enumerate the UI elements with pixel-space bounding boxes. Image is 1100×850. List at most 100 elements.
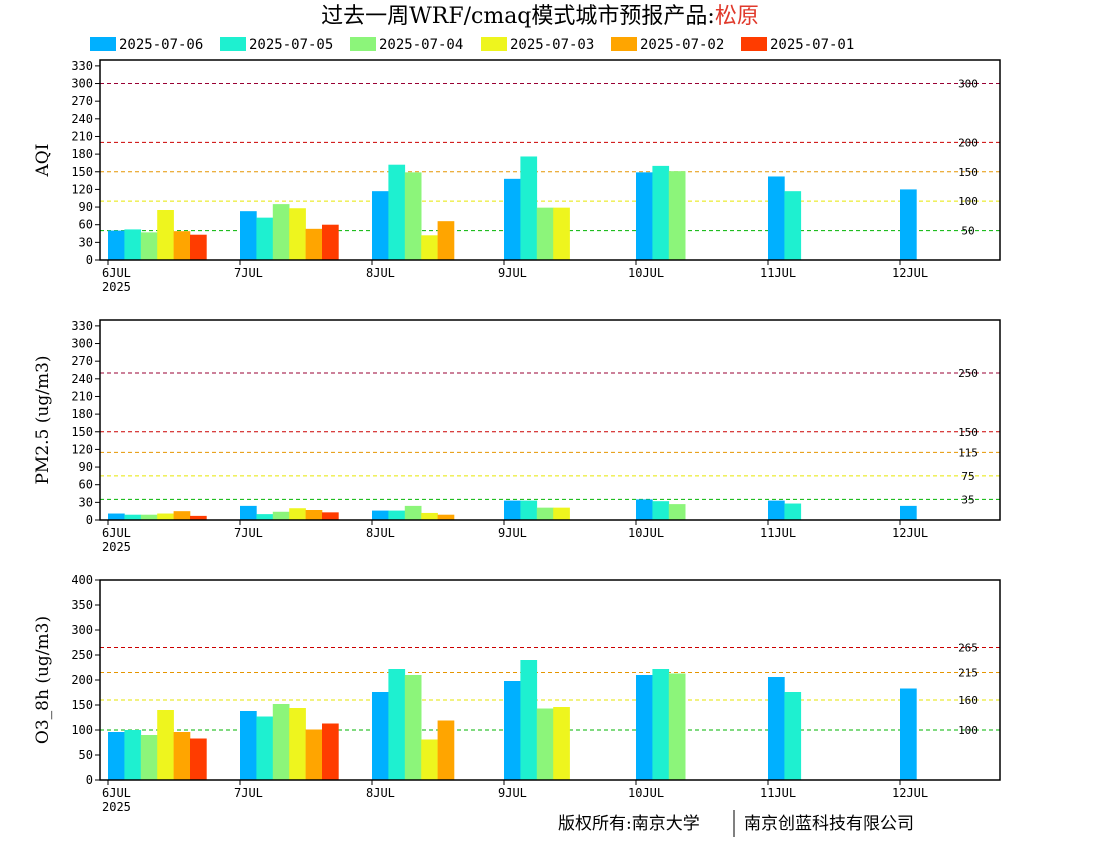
bar-2025-07-03-6JUL xyxy=(157,210,174,260)
bar-2025-07-05-9JUL xyxy=(520,660,538,780)
panel-1: 50 100 150 200 300 0 30 60 90 120 150 180 210 240 270 3… xyxy=(33,59,1001,294)
bar-2025-07-06-7JUL xyxy=(240,211,257,260)
legend-label-2025-07-06: 2025-07-06 xyxy=(119,37,203,53)
bar-2025-07-05-10JUL xyxy=(652,501,670,520)
bar-2025-07-06-10JUL xyxy=(636,675,653,780)
y-tick-label: 350 xyxy=(71,598,93,612)
bar-2025-07-04-6JUL xyxy=(140,514,158,520)
bar-2025-07-05-6JUL xyxy=(124,229,142,260)
y-tick-label: 150 xyxy=(71,698,93,712)
bar-2025-07-02-6JUL xyxy=(173,511,191,520)
x-tick-label-12JUL: 12JUL xyxy=(892,786,928,800)
x-tick-label-7JUL: 7JUL xyxy=(234,526,263,540)
bar-2025-07-05-11JUL xyxy=(784,191,802,260)
bar-2025-07-01-7JUL xyxy=(322,512,339,520)
x-year-label: 2025 xyxy=(102,280,131,294)
y-tick-label: 180 xyxy=(71,147,93,161)
bar-2025-07-06-12JUL xyxy=(900,189,917,260)
bar-2025-07-01-7JUL xyxy=(322,723,339,780)
x-tick-label-12JUL: 12JUL xyxy=(892,266,928,280)
threshold-label-265: 265 xyxy=(958,642,978,655)
y-tick-label: 240 xyxy=(71,112,93,126)
bar-2025-07-06-8JUL xyxy=(372,692,389,780)
y-tick-label: 210 xyxy=(71,129,93,143)
y-tick-label: 150 xyxy=(71,425,93,439)
y-tick-label: 300 xyxy=(71,337,93,351)
y-axis-label: O3_8h (ug/m3) xyxy=(33,616,53,744)
chart-title-city: 松原 xyxy=(715,4,759,29)
threshold-label-300: 300 xyxy=(958,78,978,91)
bar-2025-07-06-9JUL xyxy=(504,500,521,520)
y-tick-label: 200 xyxy=(71,673,93,687)
bar-2025-07-03-7JUL xyxy=(289,708,306,780)
threshold-label-215: 215 xyxy=(958,667,978,680)
bar-2025-07-02-8JUL xyxy=(437,514,455,520)
bar-2025-07-02-7JUL xyxy=(305,228,323,260)
bar-2025-07-06-10JUL xyxy=(636,172,653,260)
y-tick-label: 50 xyxy=(79,748,93,762)
bar-2025-07-04-8JUL xyxy=(404,505,422,520)
bar-2025-07-06-7JUL xyxy=(240,711,257,780)
legend-swatch-2025-07-04 xyxy=(350,37,376,51)
panels: 5010015020030003060901201501802102402703… xyxy=(33,59,1001,814)
x-tick-label-7JUL: 7JUL xyxy=(234,786,263,800)
bar-2025-07-01-6JUL xyxy=(190,515,207,520)
bar-2025-07-05-8JUL xyxy=(388,669,406,780)
bar-2025-07-06-11JUL xyxy=(768,176,785,260)
panel-2: 35 75 115 150 250 0 30 60 90 120 150 180 210 240 270 30… xyxy=(33,319,1001,554)
legend: 2025-07-06 2025-07-05 2025-07-04 2025-07-03… xyxy=(90,37,854,53)
bar-2025-07-06-8JUL xyxy=(372,191,389,260)
legend-swatch-2025-07-06 xyxy=(90,37,116,51)
bar-2025-07-05-11JUL xyxy=(784,692,802,780)
x-tick-label-9JUL: 9JUL xyxy=(498,266,527,280)
legend-swatch-2025-07-02 xyxy=(611,37,637,51)
bar-2025-07-03-9JUL xyxy=(553,707,570,780)
x-tick-label-9JUL: 9JUL xyxy=(498,786,527,800)
y-tick-label: 0 xyxy=(86,253,93,267)
bar-2025-07-06-7JUL xyxy=(240,505,257,520)
x-tick-label-7JUL: 7JUL xyxy=(234,266,263,280)
x-tick-label-6JUL: 6JUL xyxy=(102,786,131,800)
bar-2025-07-05-10JUL xyxy=(652,669,670,780)
threshold-label-75: 75 xyxy=(961,470,974,483)
y-tick-label: 90 xyxy=(79,200,93,214)
x-tick-label-11JUL: 11JUL xyxy=(760,266,796,280)
x-tick-label-6JUL: 6JUL xyxy=(102,526,131,540)
bar-2025-07-04-10JUL xyxy=(668,673,686,780)
bar-2025-07-02-7JUL xyxy=(305,510,323,520)
y-axis-label: PM2.5 (ug/m3) xyxy=(33,355,53,484)
bar-2025-07-03-6JUL xyxy=(157,710,174,780)
bar-2025-07-02-6JUL xyxy=(173,231,191,260)
bar-2025-07-06-8JUL xyxy=(372,510,389,520)
bar-2025-07-06-11JUL xyxy=(768,500,785,520)
x-tick-label-8JUL: 8JUL xyxy=(366,266,395,280)
y-tick-label: 330 xyxy=(71,59,93,73)
legend-label-2025-07-05: 2025-07-05 xyxy=(249,37,333,53)
legend-label-2025-07-04: 2025-07-04 xyxy=(379,37,463,53)
x-tick-label-8JUL: 8JUL xyxy=(366,526,395,540)
threshold-label-100: 100 xyxy=(958,195,978,208)
legend-swatch-2025-07-03 xyxy=(481,37,507,51)
threshold-label-250: 250 xyxy=(958,367,978,380)
bar-2025-07-03-9JUL xyxy=(553,507,570,520)
bar-2025-07-04-8JUL xyxy=(404,172,422,260)
bar-2025-07-06-9JUL xyxy=(504,178,521,260)
y-tick-label: 30 xyxy=(79,495,93,509)
chart-title: 过去一周WRF/cmaq模式城市预报产品:松原 xyxy=(321,4,759,29)
y-tick-label: 100 xyxy=(71,723,93,737)
threshold-label-150: 150 xyxy=(958,426,978,439)
threshold-label-150: 150 xyxy=(958,166,978,179)
bar-2025-07-05-7JUL xyxy=(256,514,274,520)
bar-2025-07-06-6JUL xyxy=(108,230,125,260)
y-tick-label: 270 xyxy=(71,354,93,368)
x-tick-label-12JUL: 12JUL xyxy=(892,526,928,540)
threshold-label-35: 35 xyxy=(961,493,974,506)
threshold-label-50: 50 xyxy=(961,225,974,238)
bar-2025-07-06-6JUL xyxy=(108,732,125,780)
x-tick-label-11JUL: 11JUL xyxy=(760,786,796,800)
bar-2025-07-01-6JUL xyxy=(190,234,207,260)
y-tick-label: 60 xyxy=(79,478,93,492)
bar-2025-07-05-6JUL xyxy=(124,730,142,780)
y-tick-label: 300 xyxy=(71,77,93,91)
